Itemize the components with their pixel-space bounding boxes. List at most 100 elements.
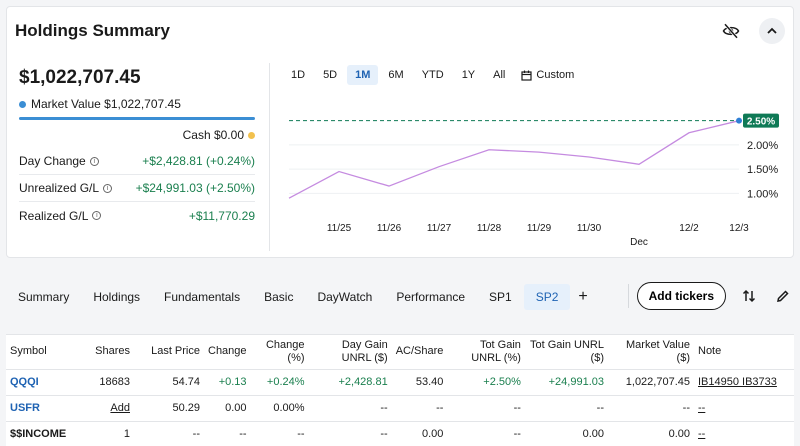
column-header[interactable]: Change: [204, 335, 251, 370]
x-tick-label: 11/26: [377, 223, 402, 234]
tab-sp1[interactable]: SP1: [489, 290, 512, 304]
column-header[interactable]: Note: [694, 335, 794, 370]
metric-label-text: Day Change: [19, 154, 86, 168]
metric-label: Unrealized G/L i: [19, 181, 113, 195]
column-header[interactable]: Day Gain UNRL ($): [308, 335, 392, 370]
last-point-marker: [736, 117, 742, 124]
market-value-cell: 1,022,707.45: [608, 369, 694, 396]
info-icon[interactable]: i: [103, 183, 113, 193]
add-tab-button[interactable]: +: [578, 288, 588, 305]
market-value-label: Market Value $1,022,707.45: [31, 97, 181, 111]
range-1m[interactable]: 1M: [347, 65, 379, 85]
column-header[interactable]: AC/Share: [391, 335, 448, 370]
last-price-cell: --: [134, 421, 204, 446]
performance-chart: 1.00% 1.50% 2.00% 2.50% 11/25 11/26 11/27 11/28…: [288, 113, 779, 248]
tab-holdings[interactable]: Holdings: [93, 290, 141, 304]
sort-button[interactable]: [738, 285, 760, 307]
shares-value: 18683: [99, 376, 130, 388]
tab-sp2[interactable]: SP2: [523, 284, 571, 310]
pencil-icon: [777, 290, 789, 302]
symbol-cell: QQQI: [6, 369, 88, 396]
range-custom[interactable]: Custom: [515, 65, 580, 85]
column-header[interactable]: Shares: [88, 335, 134, 370]
note-link[interactable]: --: [698, 402, 706, 414]
last-price-cell: 54.74: [134, 369, 204, 396]
summary-panel: $1,022,707.45 Market Value $1,022,707.45…: [19, 67, 255, 229]
tab-fundamentals[interactable]: Fundamentals: [164, 290, 241, 304]
x-tick-label: 11/25: [327, 223, 352, 234]
shares-cell: 18683: [88, 369, 134, 396]
table-row[interactable]: $$INCOME 1 -- -- -- -- 0.00 -- 0.00 0.00 --: [6, 421, 794, 446]
metric-value: +$2,428.81 (+0.24%): [142, 154, 255, 168]
range-5d[interactable]: 5D: [323, 69, 338, 81]
cash-value: Cash $0.00: [19, 128, 255, 142]
y-tick-label: 2.00%: [747, 140, 778, 152]
tot-gain-usd-cell: 0.00: [524, 421, 608, 446]
metric-label: Realized G/L i: [19, 208, 102, 223]
column-header[interactable]: Tot Gain UNRL (%): [447, 335, 525, 370]
tot-gain-usd-cell: +24,991.03: [524, 369, 608, 396]
collapse-button[interactable]: [759, 18, 785, 44]
column-header[interactable]: Last Price: [134, 335, 204, 370]
day-gain-cell: +2,428.81: [308, 369, 392, 396]
table-body: QQQI 18683 54.74 +0.13 +0.24% +2,428.81 53.40 +…: [6, 369, 794, 446]
x-tick-label: 11/28: [477, 223, 502, 234]
metric-row: Unrealized G/L i +$24,991.03 (+2.50%): [19, 175, 255, 202]
note-link[interactable]: IB14950 IB3733: [698, 376, 777, 388]
y-tick-label: 1.50%: [747, 164, 778, 176]
symbol-link[interactable]: USFR: [10, 402, 40, 414]
tab-basic[interactable]: Basic: [264, 290, 294, 304]
market-value-cell: --: [608, 395, 694, 422]
range-1y[interactable]: 1Y: [461, 69, 476, 81]
cash-dot: [248, 131, 255, 139]
range-6m[interactable]: 6M: [388, 69, 404, 81]
column-header[interactable]: Symbol: [6, 335, 88, 370]
y-tick-label: 1.00%: [747, 188, 778, 200]
day-gain-cell: --: [308, 421, 392, 446]
table-row[interactable]: USFR Add 50.29 0.00 0.00% -- -- -- -- -- --: [6, 395, 794, 422]
market-value: Market Value $1,022,707.45: [19, 97, 255, 111]
tabs-divider: [627, 284, 629, 308]
shares-cell: Add: [88, 395, 134, 422]
divider: [269, 63, 270, 251]
metric-label-text: Unrealized G/L: [19, 181, 100, 195]
column-header[interactable]: Change (%): [250, 335, 309, 370]
metric-value: +$24,991.03 (+2.50%): [135, 181, 255, 195]
range-1d[interactable]: 1D: [291, 69, 306, 81]
series-line: [288, 120, 740, 199]
total-value: $1,022,707.45: [19, 67, 141, 88]
metric-value: +$11,770.29: [188, 208, 255, 223]
column-header[interactable]: Market Value ($): [608, 335, 694, 370]
range-selector: 1D 5D 1M 6M YTD 1Y All Custom: [283, 65, 580, 85]
range-all[interactable]: All: [493, 69, 506, 81]
column-header[interactable]: Tot Gain UNRL ($): [524, 335, 608, 370]
change-cell: 0.00: [204, 395, 251, 422]
calendar-icon: [521, 70, 532, 81]
add-shares-link[interactable]: Add: [110, 402, 130, 414]
metric-row: Realized G/L i +$11,770.29: [19, 202, 255, 229]
metric-label-text: Realized G/L: [19, 208, 89, 223]
eye-slash-icon: [722, 23, 740, 39]
table-row[interactable]: QQQI 18683 54.74 +0.13 +0.24% +2,428.81 53.40 +…: [6, 369, 794, 396]
month-label: Dec: [630, 237, 648, 248]
hide-values-button[interactable]: [721, 21, 741, 41]
holdings-summary-card: Holdings Summary $1,022,707.45 Market Va…: [6, 6, 794, 258]
info-icon[interactable]: i: [89, 156, 99, 166]
holdings-table: Symbol Shares Last Price Change Change (%) Da…: [6, 334, 794, 446]
current-value-badge: [743, 113, 779, 128]
note-link[interactable]: --: [698, 428, 706, 440]
x-tick-label: 11/27: [427, 223, 452, 234]
change-pct-cell: 0.00%: [250, 395, 309, 422]
tab-daywatch[interactable]: DayWatch: [317, 290, 373, 304]
ac-share-cell: --: [391, 395, 448, 422]
add-tickers-button[interactable]: Add tickers: [636, 282, 726, 310]
edit-button[interactable]: [772, 285, 794, 307]
symbol-link[interactable]: QQQI: [10, 376, 39, 388]
tab-summary[interactable]: Summary: [18, 290, 70, 304]
metrics-list: Day Change i +$2,428.81 (+0.24%) Unrealized…: [19, 148, 255, 229]
info-icon[interactable]: i: [92, 211, 102, 220]
range-ytd[interactable]: YTD: [421, 69, 444, 81]
note-cell: IB14950 IB3733: [694, 369, 794, 396]
tab-performance[interactable]: Performance: [396, 290, 466, 304]
note-cell: --: [694, 421, 794, 446]
